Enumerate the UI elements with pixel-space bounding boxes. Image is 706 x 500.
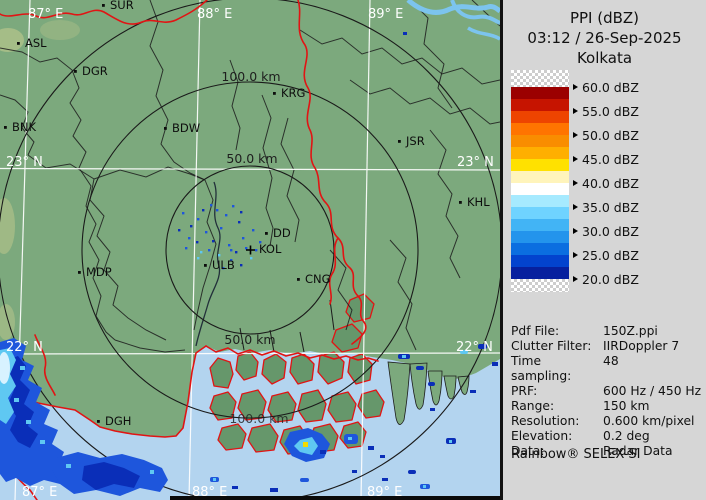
info-row: Range: 150 km <box>511 399 650 413</box>
legend-band <box>511 195 569 207</box>
legend-checker-top <box>511 70 569 87</box>
legend-tick-arrow <box>573 132 578 138</box>
product-title: PPI (dBZ) <box>569 9 640 27</box>
svg-text:CNG: CNG <box>305 272 331 286</box>
graticule-labels: 87° E 88° E 89° E 87° E 88° E 89° E 23° … <box>6 7 494 500</box>
legend-band <box>511 243 569 255</box>
svg-text:KOL: KOL <box>259 242 282 256</box>
info-row: Resolution: 0.600 km/pixel <box>511 414 695 428</box>
legend-label: 45.0 dBZ <box>582 151 639 167</box>
info-row: PRF: 600 Hz / 450 Hz <box>511 384 702 398</box>
radar-site-marker <box>246 245 255 255</box>
svg-text:ULB: ULB <box>212 258 235 272</box>
legend-tick-arrow <box>573 228 578 234</box>
svg-text:89° E: 89° E <box>367 485 402 500</box>
legend-label: 55.0 dBZ <box>582 103 639 119</box>
legend-label: 35.0 dBZ <box>582 199 639 215</box>
svg-text:DGR: DGR <box>82 64 108 78</box>
scan-info: Pdf File: 150Z.ppi Clutter Filter: IIRDopp… <box>511 324 705 459</box>
radar-map: 100.0 km 50.0 km 50.0 km 100.0 km 87° E … <box>0 0 503 500</box>
legend-label: 40.0 dBZ <box>582 175 639 191</box>
hooghly-river <box>195 181 221 347</box>
echo-south-strip <box>52 452 168 496</box>
echo-sea-scatter <box>210 344 498 492</box>
svg-text:89° E: 89° E <box>368 7 403 22</box>
info-row: Elevation: 0.2 deg <box>511 429 650 443</box>
info-row: Clutter Filter: IIRDoppler 7 <box>511 339 680 353</box>
legend-band <box>511 99 569 111</box>
svg-text:SUR: SUR <box>110 0 134 12</box>
legend-tick-arrow <box>573 276 578 282</box>
legend-tick-arrow <box>573 204 578 210</box>
svg-text:50.0 km: 50.0 km <box>226 151 277 166</box>
legend-band <box>511 171 569 183</box>
legend-band <box>511 207 569 219</box>
legend-band <box>511 159 569 171</box>
svg-text:22° N: 22° N <box>6 340 43 355</box>
legend-band <box>511 111 569 123</box>
echo-bottom-center <box>284 428 385 462</box>
legend-colorbar <box>511 70 569 292</box>
echo-speckles-kolkata <box>178 204 262 270</box>
svg-text:MDP: MDP <box>86 265 112 279</box>
legend-label: 25.0 dBZ <box>582 247 639 263</box>
legend-tick-arrow <box>573 180 578 186</box>
svg-text:BDW: BDW <box>172 121 200 135</box>
small-echo-dot <box>403 32 407 35</box>
svg-text:100.0 km: 100.0 km <box>229 411 288 426</box>
svg-text:DD: DD <box>273 226 291 240</box>
legend-band <box>511 231 569 243</box>
legend-band <box>511 219 569 231</box>
sidebar: PPI (dBZ) 03:12 / 26-Sep-2025 Kolkata <box>500 0 706 500</box>
svg-text:KHL: KHL <box>467 195 490 209</box>
echo-southwest-patch <box>0 338 70 486</box>
legend-tick-arrow <box>573 84 578 90</box>
city-labels: SUR ASL DGR BNK BDW KRG JSR KHL MDP ULB … <box>4 0 490 428</box>
svg-text:100.0 km: 100.0 km <box>221 69 280 84</box>
svg-text:88° E: 88° E <box>197 7 232 22</box>
legend-band <box>511 87 569 99</box>
svg-text:JSR: JSR <box>405 134 425 148</box>
svg-text:88° E: 88° E <box>192 485 227 500</box>
legend-label: 30.0 dBZ <box>582 223 639 239</box>
software-credit: Rainbow® SELEX-SI <box>511 447 641 462</box>
svg-text:87° E: 87° E <box>28 7 63 22</box>
svg-text:50.0 km: 50.0 km <box>224 332 275 347</box>
legend-label: 20.0 dBZ <box>582 271 639 287</box>
legend-band <box>511 135 569 147</box>
station-name: Kolkata <box>576 49 633 67</box>
svg-text:KRG: KRG <box>281 86 305 100</box>
info-row: Pdf File: 150Z.ppi <box>511 324 658 338</box>
scan-timestamp: 03:12 / 26-Sep-2025 <box>527 29 682 47</box>
svg-text:23° N: 23° N <box>6 155 43 170</box>
rivers <box>406 0 502 41</box>
east-coast-capes <box>387 361 470 425</box>
svg-text:23° N: 23° N <box>457 155 494 170</box>
legend-tick-arrow <box>573 108 578 114</box>
svg-text:DGH: DGH <box>105 414 131 428</box>
svg-text:ASL: ASL <box>25 36 47 50</box>
legend-band <box>511 183 569 195</box>
svg-text:87° E: 87° E <box>22 485 57 500</box>
legend-band <box>511 255 569 267</box>
header: PPI (dBZ) 03:12 / 26-Sep-2025 Kolkata <box>503 8 706 68</box>
legend-band <box>511 147 569 159</box>
legend-band <box>511 123 569 135</box>
legend-label: 50.0 dBZ <box>582 127 639 143</box>
legend-tick-arrow <box>573 156 578 162</box>
bottom-data-edge <box>170 496 500 500</box>
legend-band <box>511 267 569 279</box>
legend-tick-arrow <box>573 252 578 258</box>
info-row: Data: Radar Data <box>511 444 673 458</box>
legend-checker-bottom <box>511 279 569 292</box>
svg-text:22° N: 22° N <box>456 340 493 355</box>
legend-label: 60.0 dBZ <box>582 79 639 95</box>
svg-text:BNK: BNK <box>12 120 36 134</box>
district-boundaries <box>0 0 501 353</box>
ring-labels: 100.0 km 50.0 km 50.0 km 100.0 km <box>221 69 288 426</box>
legend-labels: 60.0 dBZ 55.0 dBZ 50.0 dBZ 45.0 dBZ 40.0… <box>573 75 639 291</box>
info-row: Time sampling: 48 <box>511 354 619 383</box>
sundarbans-delta <box>209 293 385 455</box>
